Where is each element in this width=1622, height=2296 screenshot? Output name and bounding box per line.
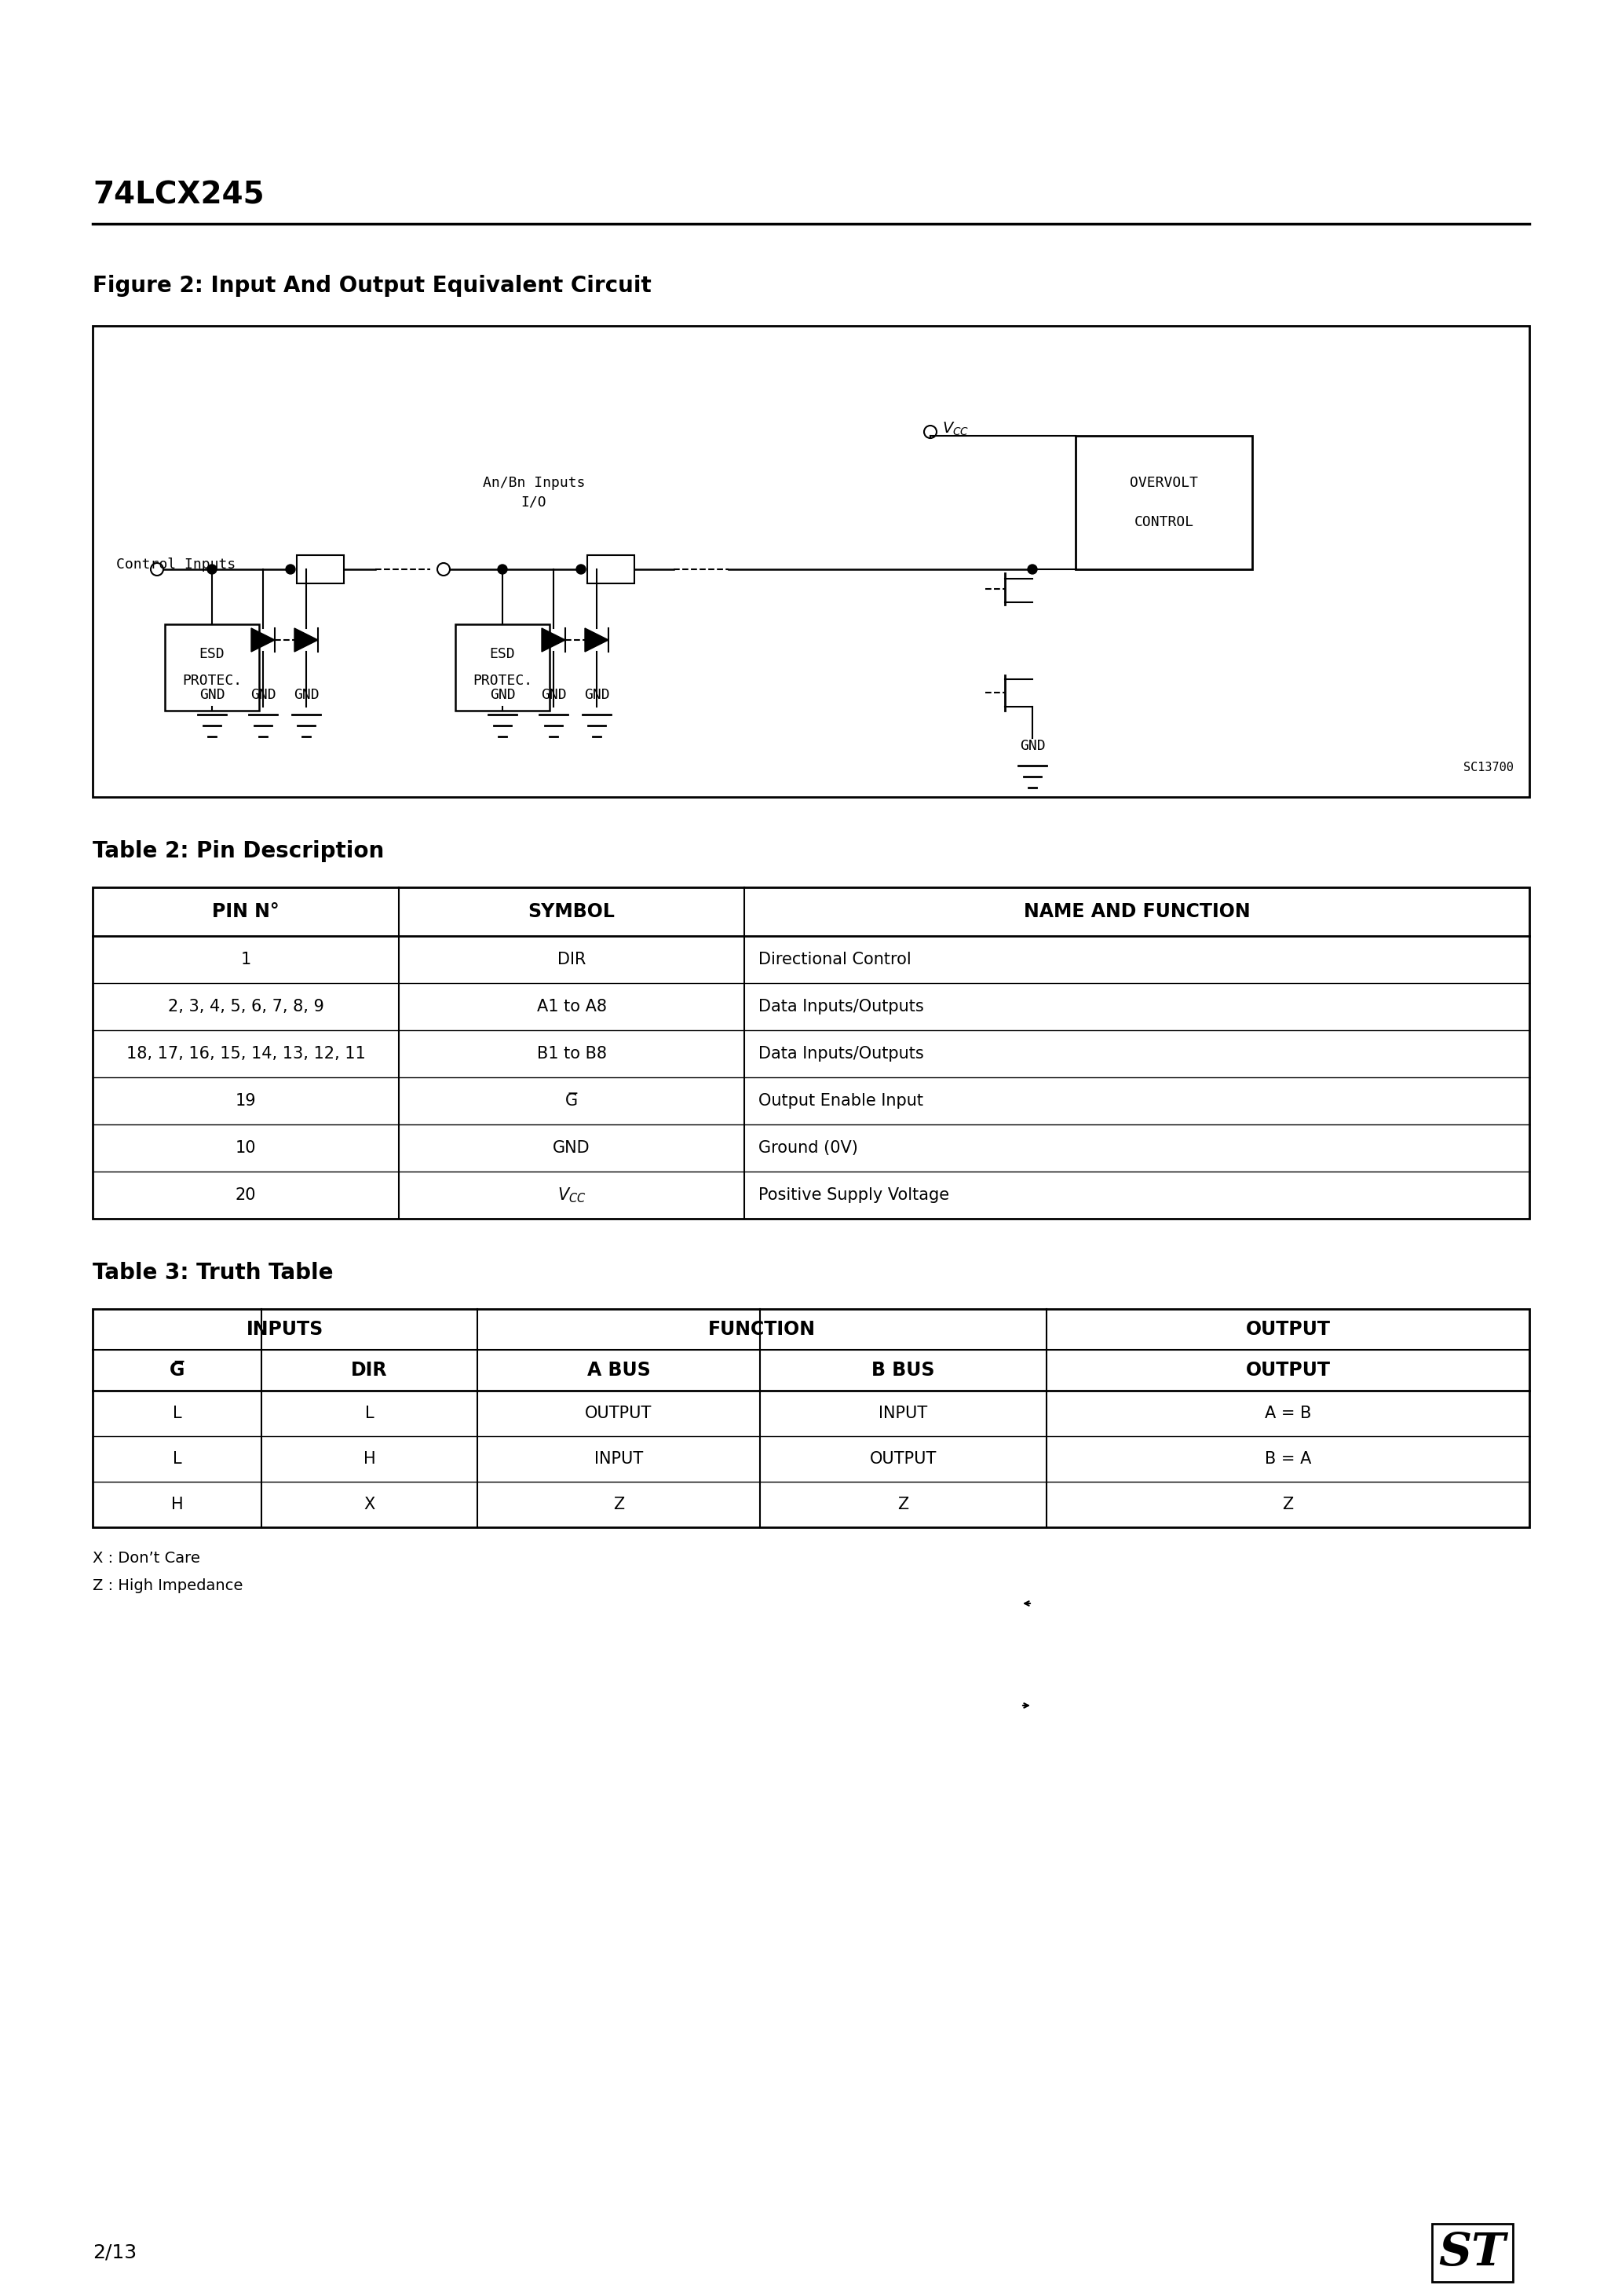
Text: A = B: A = B: [1265, 1405, 1311, 1421]
Text: OUTPUT: OUTPUT: [1246, 1320, 1330, 1339]
Text: Figure 2: Input And Output Equivalent Circuit: Figure 2: Input And Output Equivalent Ci…: [92, 276, 652, 296]
Text: Control Inputs: Control Inputs: [117, 558, 235, 572]
Text: SC13700: SC13700: [1463, 762, 1513, 774]
Circle shape: [498, 565, 508, 574]
Circle shape: [1028, 565, 1036, 574]
Text: INPUT: INPUT: [594, 1451, 642, 1467]
Text: B1 to B8: B1 to B8: [537, 1047, 607, 1061]
Text: Z: Z: [613, 1497, 624, 1513]
Text: Directional Control: Directional Control: [759, 953, 912, 967]
Text: 74LCX245: 74LCX245: [92, 181, 264, 211]
Text: FUNCTION: FUNCTION: [709, 1320, 816, 1339]
Text: INPUT: INPUT: [879, 1405, 928, 1421]
Text: H: H: [170, 1497, 183, 1513]
Text: OUTPUT: OUTPUT: [1246, 1362, 1330, 1380]
Text: X : Don’t Care: X : Don’t Care: [92, 1550, 200, 1566]
Text: I/O: I/O: [521, 496, 547, 510]
Text: OVERVOLT: OVERVOLT: [1131, 475, 1199, 489]
Text: Table 2: Pin Description: Table 2: Pin Description: [92, 840, 384, 863]
Text: GND: GND: [540, 689, 566, 703]
Polygon shape: [295, 629, 318, 652]
Text: NAME AND FUNCTION: NAME AND FUNCTION: [1023, 902, 1251, 921]
Text: SYMBOL: SYMBOL: [529, 902, 615, 921]
Text: 19: 19: [235, 1093, 256, 1109]
Text: GND: GND: [200, 689, 225, 703]
Text: OUTPUT: OUTPUT: [869, 1451, 938, 1467]
Text: Z : High Impedance: Z : High Impedance: [92, 1577, 243, 1593]
Text: L: L: [172, 1405, 182, 1421]
Text: PROTEC.: PROTEC.: [472, 673, 532, 689]
Text: DIR: DIR: [350, 1362, 388, 1380]
Text: B BUS: B BUS: [871, 1362, 934, 1380]
Bar: [92, 1309, 1530, 1527]
Text: GND: GND: [490, 689, 516, 703]
Text: PIN N°: PIN N°: [212, 902, 279, 921]
Text: Output Enable Input: Output Enable Input: [759, 1093, 923, 1109]
Text: Ground (0V): Ground (0V): [759, 1141, 858, 1155]
Text: $V_{CC}$: $V_{CC}$: [558, 1185, 586, 1205]
Circle shape: [285, 565, 295, 574]
Text: H: H: [363, 1451, 376, 1467]
Bar: [92, 886, 1530, 1219]
Text: Data Inputs/Outputs: Data Inputs/Outputs: [759, 999, 925, 1015]
Text: G̅: G̅: [564, 1093, 577, 1109]
Text: 1: 1: [240, 953, 251, 967]
Text: OUTPUT: OUTPUT: [586, 1405, 652, 1421]
Text: 18, 17, 16, 15, 14, 13, 12, 11: 18, 17, 16, 15, 14, 13, 12, 11: [127, 1047, 365, 1061]
Text: Positive Supply Voltage: Positive Supply Voltage: [759, 1187, 949, 1203]
Text: B = A: B = A: [1265, 1451, 1311, 1467]
Text: GND: GND: [584, 689, 610, 703]
Bar: [1075, 436, 1252, 569]
Text: L: L: [365, 1405, 375, 1421]
Bar: [165, 625, 260, 712]
Text: A1 to A8: A1 to A8: [537, 999, 607, 1015]
Text: ESD: ESD: [490, 647, 516, 661]
Polygon shape: [542, 629, 564, 652]
Bar: [297, 556, 344, 583]
Bar: [92, 326, 1530, 797]
Text: Z: Z: [897, 1497, 908, 1513]
Text: 2, 3, 4, 5, 6, 7, 8, 9: 2, 3, 4, 5, 6, 7, 8, 9: [167, 999, 324, 1015]
Text: 20: 20: [235, 1187, 256, 1203]
Text: ESD: ESD: [200, 647, 225, 661]
Text: $V_{CC}$: $V_{CC}$: [942, 420, 968, 439]
Bar: [456, 625, 550, 712]
Polygon shape: [251, 629, 274, 652]
Text: X: X: [363, 1497, 375, 1513]
Polygon shape: [586, 629, 608, 652]
Text: 2/13: 2/13: [92, 2243, 136, 2262]
Text: DIR: DIR: [558, 953, 586, 967]
Text: Z: Z: [1283, 1497, 1293, 1513]
Text: Data Inputs/Outputs: Data Inputs/Outputs: [759, 1047, 925, 1061]
Text: L: L: [172, 1451, 182, 1467]
Text: PROTEC.: PROTEC.: [182, 673, 242, 689]
Text: An/Bn Inputs: An/Bn Inputs: [483, 475, 586, 489]
Text: GND: GND: [1020, 739, 1045, 753]
Circle shape: [576, 565, 586, 574]
Text: 10: 10: [235, 1141, 256, 1155]
Text: Table 3: Truth Table: Table 3: Truth Table: [92, 1263, 333, 1283]
Text: GND: GND: [553, 1141, 590, 1155]
Text: GND: GND: [294, 689, 320, 703]
Text: CONTROL: CONTROL: [1134, 517, 1194, 530]
Text: GND: GND: [250, 689, 276, 703]
Text: INPUTS: INPUTS: [247, 1320, 323, 1339]
Text: A BUS: A BUS: [587, 1362, 650, 1380]
Text: G̅: G̅: [169, 1362, 185, 1380]
Bar: [587, 556, 634, 583]
Text: ST: ST: [1439, 2232, 1505, 2275]
Circle shape: [208, 565, 217, 574]
